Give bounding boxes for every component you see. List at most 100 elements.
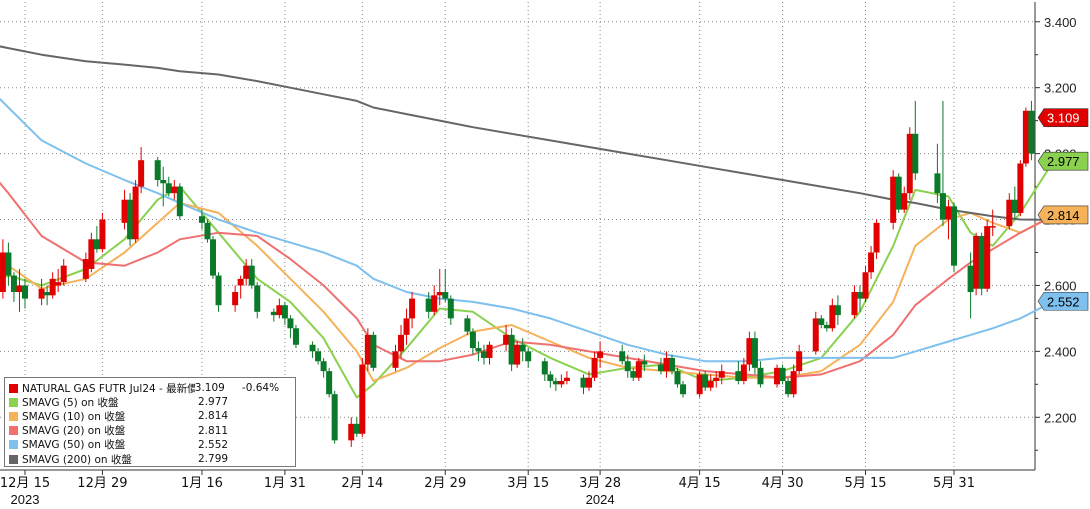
candle-body: [237, 278, 244, 286]
candle-body: [431, 295, 438, 312]
candle-body: [829, 305, 836, 329]
legend-row-price: NATURAL GAS FUTR Jul24 - 最新價 3.109 -0.64…: [9, 381, 291, 395]
candle-body: [735, 371, 742, 382]
candle-body: [436, 292, 443, 296]
candle-body: [475, 348, 482, 352]
candle-body: [674, 371, 681, 385]
candle-body: [204, 222, 211, 240]
candle-body: [392, 351, 399, 368]
candle-body: [702, 374, 709, 388]
candle-body: [641, 361, 648, 365]
candle-body: [519, 344, 526, 352]
legend-value: 2.814: [198, 410, 229, 423]
candle-body: [398, 334, 405, 352]
chart-legend: NATURAL GAS FUTR Jul24 - 最新價 3.109 -0.64…: [4, 377, 296, 467]
candle-body: [254, 285, 261, 312]
candle-body: [292, 328, 299, 345]
x-tick-label: 5月 15: [845, 476, 887, 491]
x-tick-label: 1月 31: [264, 476, 306, 491]
legend-row-sma20: SMAVG (20) on 收盤 2.811: [9, 424, 291, 438]
candle-body: [818, 318, 825, 325]
candle-body: [901, 193, 908, 210]
candle-body: [99, 219, 106, 250]
candle-body: [243, 265, 250, 279]
candle-body: [165, 183, 172, 194]
candle-body: [503, 334, 510, 345]
candle-body: [740, 364, 747, 382]
candle-body: [210, 239, 217, 276]
candle-body: [862, 272, 869, 299]
candle-body: [939, 193, 946, 220]
candle-body: [464, 318, 471, 332]
candle-body: [287, 318, 294, 329]
candle-body: [552, 381, 559, 385]
legend-swatch: [9, 454, 18, 464]
candle-body: [88, 239, 95, 269]
last-value-tag: [1037, 205, 1089, 225]
candle-body: [127, 199, 134, 240]
candle-body: [680, 384, 687, 395]
candle-body: [580, 377, 587, 388]
legend-row-sma200: SMAVG (200) on 收盤 2.799: [9, 452, 291, 466]
candle-body: [359, 364, 366, 434]
x-tick-label: 1月 16: [181, 476, 223, 491]
candle-body: [984, 226, 991, 289]
candle-body: [514, 344, 521, 365]
candle-body: [586, 377, 593, 388]
last-value-tag: [1037, 151, 1089, 171]
y-tick-label: 2.200: [1044, 410, 1077, 425]
candle-body: [547, 374, 554, 382]
candle-body: [663, 357, 670, 372]
candle-body: [912, 133, 919, 174]
x-tick-label: 12月 29: [77, 476, 127, 491]
candle-body: [856, 292, 863, 299]
candle-body: [978, 236, 985, 289]
candle-body: [541, 361, 548, 375]
candle-body: [425, 298, 432, 312]
y-tick-label: 2.600: [1044, 278, 1077, 293]
candle-body: [198, 216, 205, 223]
candle-body: [624, 361, 631, 372]
x-tick-label: 12月 15: [0, 476, 50, 491]
legend-value: 2.811: [198, 424, 229, 437]
legend-label: SMAVG (200) on 收盤: [22, 453, 132, 466]
y-tick-label: 3.400: [1044, 15, 1077, 30]
legend-swatch: [9, 383, 18, 393]
candle-body: [0, 252, 6, 293]
candle-body: [276, 305, 283, 316]
candle-body: [326, 371, 333, 395]
candle-body: [508, 334, 515, 365]
legend-swatch: [9, 397, 18, 407]
candle-body: [796, 351, 803, 372]
candle-body: [348, 423, 355, 441]
candle-body: [751, 338, 758, 368]
candle-body: [563, 377, 570, 382]
candle-body: [176, 186, 183, 217]
year-label: 2023: [11, 492, 40, 507]
candle-body: [890, 176, 897, 223]
last-value-label: 2.552: [1047, 294, 1080, 309]
candle-body: [895, 176, 902, 210]
candle-body: [1022, 110, 1029, 164]
legend-label: SMAVG (10) on 收盤: [22, 410, 126, 423]
legend-value: 3.109: [194, 382, 225, 395]
candle-body: [630, 371, 637, 378]
candle-body: [785, 381, 792, 395]
candle-body: [232, 292, 239, 306]
legend-value: 2.799: [198, 453, 229, 466]
series-line: [0, 202, 1054, 382]
candle-body: [215, 275, 222, 306]
y-tick-label: 2.400: [1044, 344, 1077, 359]
candle-body: [93, 239, 100, 250]
legend-label: SMAVG (50) on 收盤: [22, 439, 126, 452]
last-value-tag: [1037, 108, 1089, 127]
candle-body: [989, 226, 996, 228]
candle-body: [657, 364, 664, 372]
candle-body: [619, 351, 626, 362]
candle-body: [5, 252, 12, 276]
x-tick-label: 5月 31: [933, 476, 975, 491]
x-tick-label: 3月 15: [507, 476, 549, 491]
candle-body: [55, 282, 62, 286]
candle-body: [121, 199, 128, 223]
